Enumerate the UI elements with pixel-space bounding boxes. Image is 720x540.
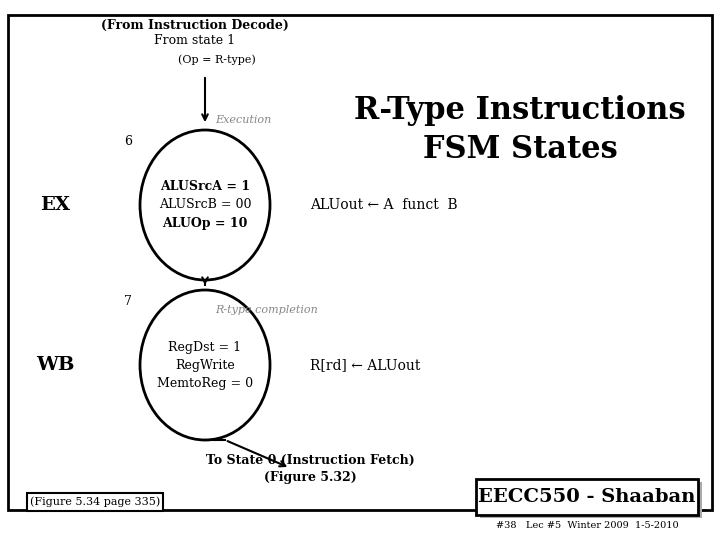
Text: RegWrite: RegWrite [175, 359, 235, 372]
Text: #38   Lec #5  Winter 2009  1-5-2010: #38 Lec #5 Winter 2009 1-5-2010 [495, 521, 678, 530]
Text: From state 1: From state 1 [154, 33, 235, 46]
Ellipse shape [140, 130, 270, 280]
Text: EECC550 - Shaaban: EECC550 - Shaaban [478, 488, 696, 506]
Text: ALUSrcA = 1: ALUSrcA = 1 [160, 180, 250, 193]
Text: Execution: Execution [215, 115, 271, 125]
Text: 7: 7 [124, 295, 132, 308]
Text: MemtoReg = 0: MemtoReg = 0 [157, 376, 253, 389]
Text: EX: EX [40, 196, 70, 214]
Text: To State 0 (Instruction Fetch): To State 0 (Instruction Fetch) [206, 454, 415, 467]
FancyBboxPatch shape [480, 482, 702, 518]
Text: (Figure 5.34 page 335): (Figure 5.34 page 335) [30, 497, 160, 507]
Text: FSM States: FSM States [423, 134, 617, 165]
Text: WB: WB [36, 356, 74, 374]
Text: RegDst = 1: RegDst = 1 [168, 341, 242, 354]
Text: ALUSrcB = 00: ALUSrcB = 00 [158, 199, 251, 212]
Text: (Op = R-type): (Op = R-type) [178, 55, 256, 65]
Text: (Figure 5.32): (Figure 5.32) [264, 470, 356, 483]
Text: R-Type Instructions: R-Type Instructions [354, 94, 686, 125]
Text: R-type completion: R-type completion [215, 305, 318, 315]
Text: R[rd] ← ALUout: R[rd] ← ALUout [310, 358, 420, 372]
FancyBboxPatch shape [476, 479, 698, 515]
Ellipse shape [140, 290, 270, 440]
Text: ALUOp = 10: ALUOp = 10 [162, 217, 248, 230]
Text: (From Instruction Decode): (From Instruction Decode) [101, 18, 289, 31]
Text: ALUout ← A  funct  B: ALUout ← A funct B [310, 198, 458, 212]
Text: 6: 6 [124, 135, 132, 148]
